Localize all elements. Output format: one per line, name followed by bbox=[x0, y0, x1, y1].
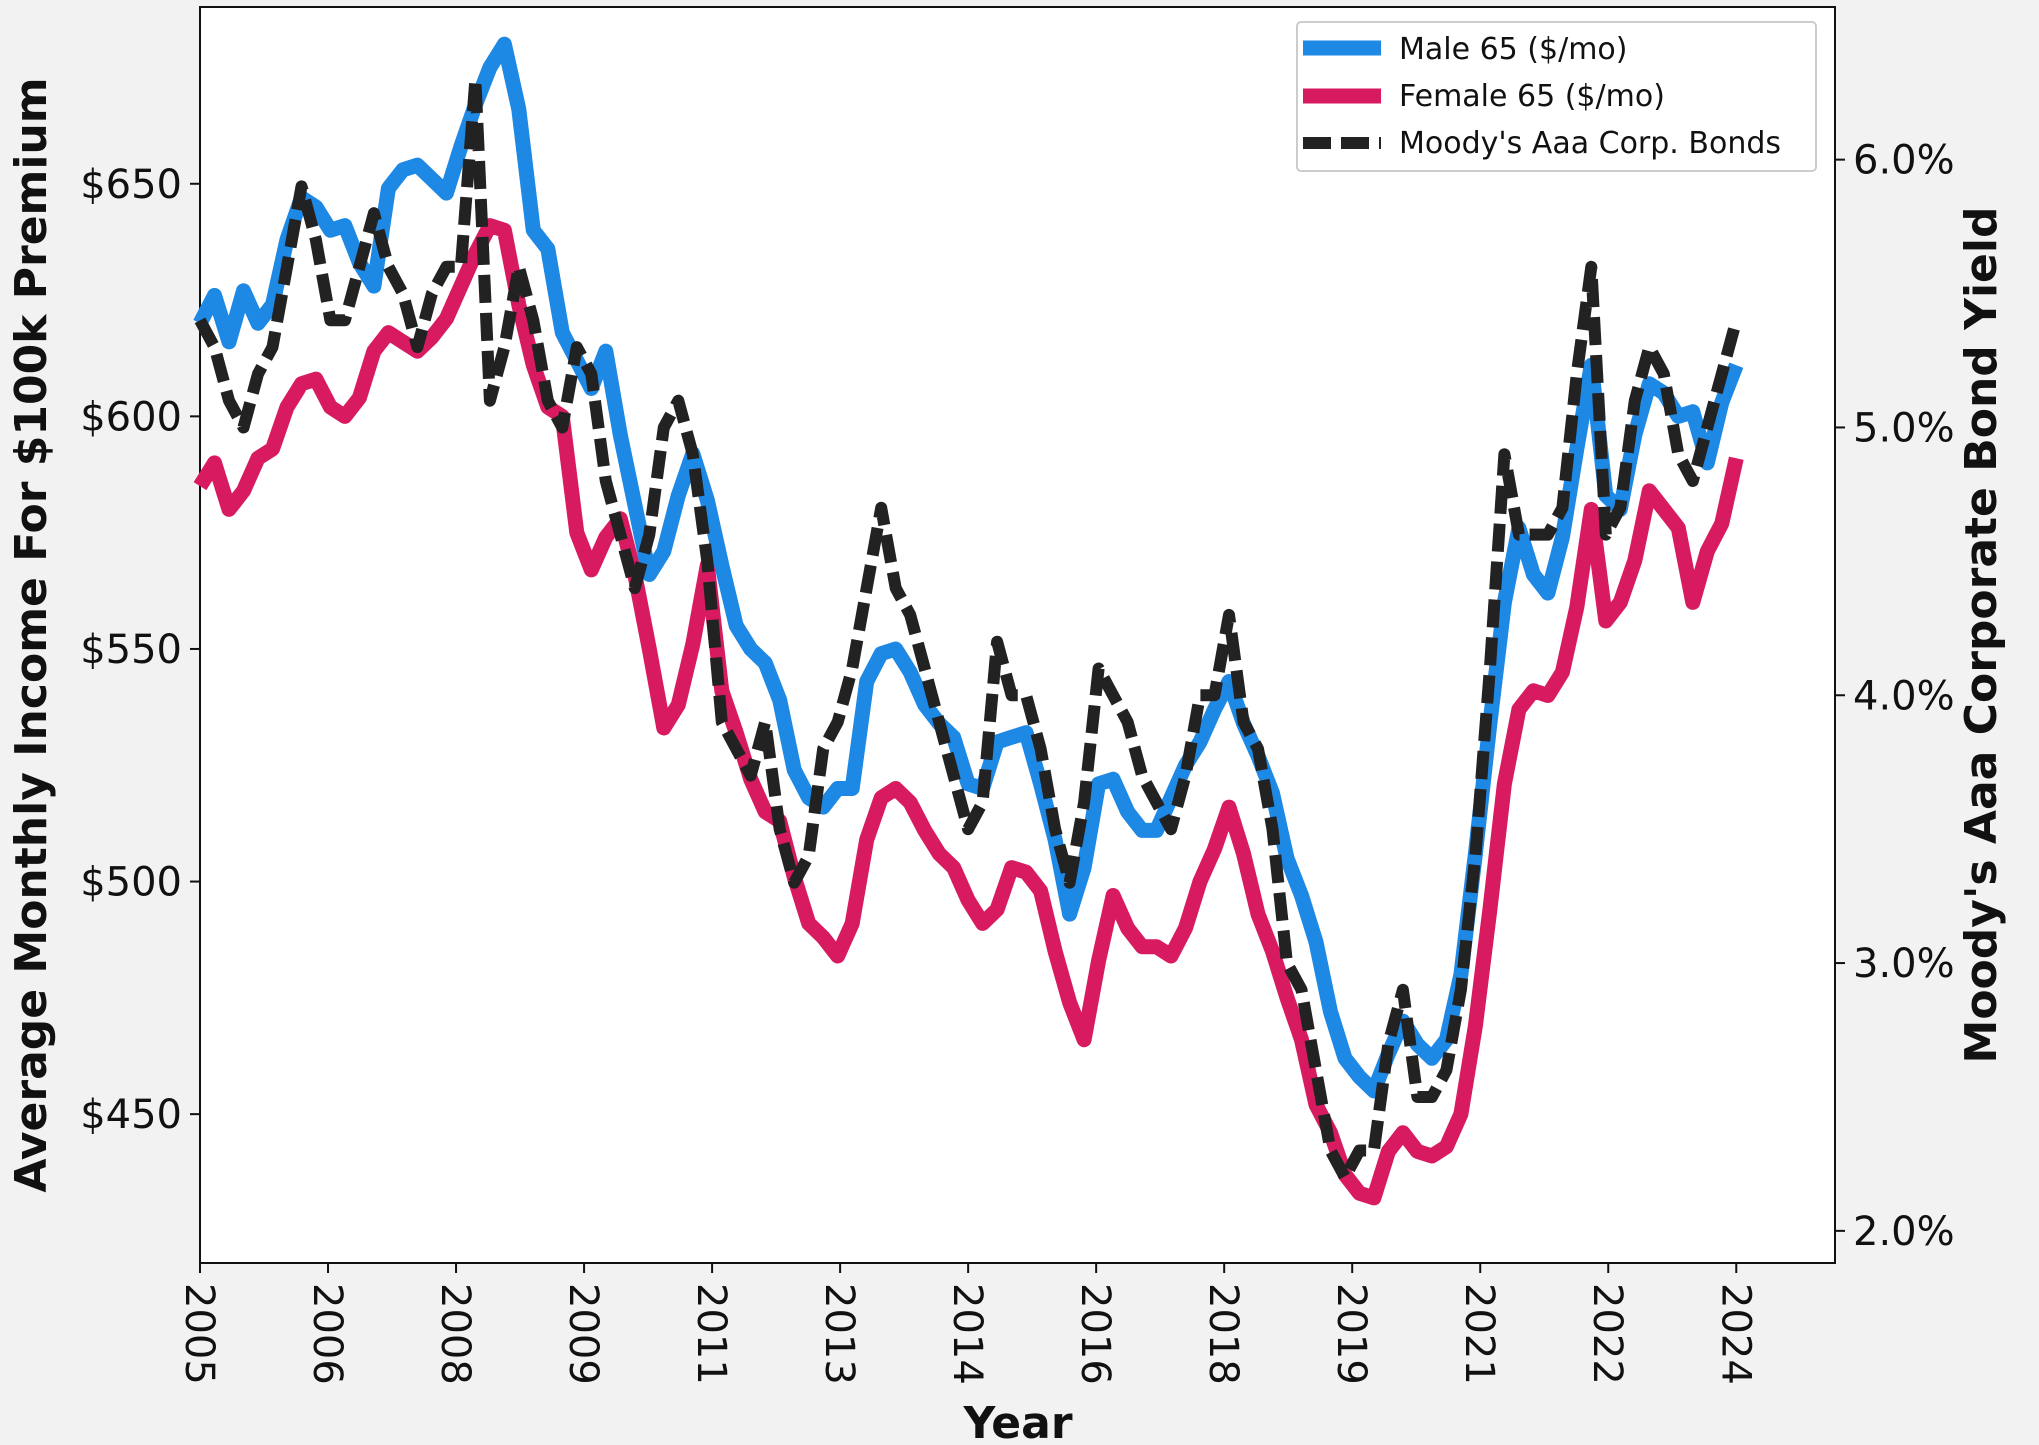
plot-area bbox=[199, 6, 1836, 1264]
x-axis: 2005 2006 2008 2009 2011 2013 2014 2016 2018 2019… bbox=[176, 1263, 1758, 1385]
x-tick-label-10: 2021 bbox=[1456, 1283, 1502, 1385]
series-line-2 bbox=[194, 73, 1743, 1184]
series-layer bbox=[193, 36, 1744, 1206]
x-tick-label-1: 2006 bbox=[304, 1283, 350, 1385]
x-tick-label-0: 2005 bbox=[176, 1283, 222, 1385]
right-y-tick-label-4: 6.0% bbox=[1853, 138, 1955, 184]
x-tick-label-8: 2018 bbox=[1200, 1283, 1246, 1385]
left-y-tick-label-0: $450 bbox=[80, 1092, 182, 1138]
x-tick-label-11: 2022 bbox=[1584, 1283, 1630, 1385]
x-axis-title: Year bbox=[962, 1398, 1072, 1445]
left-y-axis: $450 $500 $550 $600 $650 bbox=[80, 162, 200, 1138]
x-tick-label-9: 2019 bbox=[1328, 1283, 1374, 1385]
right-y-tick-label-1: 3.0% bbox=[1853, 941, 1955, 987]
series-line-1 bbox=[193, 218, 1744, 1206]
x-tick-label-12: 2024 bbox=[1712, 1283, 1758, 1385]
x-tick-label-3: 2009 bbox=[560, 1283, 606, 1385]
x-tick-label-6: 2014 bbox=[944, 1283, 990, 1385]
legend-box bbox=[1296, 21, 1817, 172]
left-y-tick-label-4: $650 bbox=[80, 162, 182, 208]
x-tick-label-5: 2013 bbox=[816, 1283, 862, 1385]
right-y-tick-label-0: 2.0% bbox=[1853, 1209, 1955, 1255]
left-y-tick-label-1: $500 bbox=[80, 860, 182, 906]
legend-label-male: Male 65 ($/mo) bbox=[1399, 32, 1628, 67]
left-y-tick-label-2: $550 bbox=[80, 627, 182, 673]
legend: Male 65 ($/mo) Female 65 ($/mo) Moody's … bbox=[1296, 21, 1817, 172]
right-y-axis: 2.0% 3.0% 4.0% 5.0% 6.0% bbox=[1835, 138, 1955, 1255]
x-tick-label-2: 2008 bbox=[432, 1283, 478, 1385]
left-y-tick-label-3: $600 bbox=[80, 394, 182, 440]
legend-label-female: Female 65 ($/mo) bbox=[1399, 79, 1665, 114]
x-tick-label-4: 2011 bbox=[688, 1283, 734, 1385]
x-tick-label-7: 2016 bbox=[1072, 1283, 1118, 1385]
legend-label-bonds: Moody's Aaa Corp. Bonds bbox=[1399, 126, 1781, 161]
right-y-axis-title: Moody's Aaa Corporate Bond Yield bbox=[1956, 207, 2007, 1064]
right-y-tick-label-3: 5.0% bbox=[1853, 405, 1955, 451]
left-y-axis-title: Average Monthly Income For $100k Premium bbox=[6, 77, 57, 1192]
right-y-tick-label-2: 4.0% bbox=[1853, 673, 1955, 719]
